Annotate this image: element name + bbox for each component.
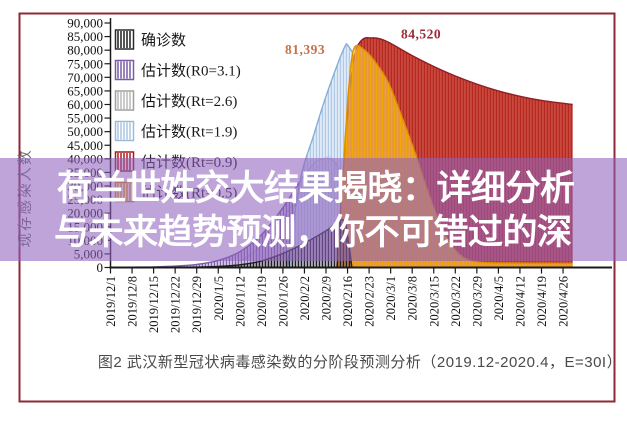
legend-item: 估计数(Rt=2.6) (114, 90, 237, 111)
peak-annotation: 81,393 (285, 42, 325, 57)
x-tick-label: 2020/1/19 (255, 276, 269, 327)
y-tick-label: 85,000 (67, 29, 103, 44)
peak-annotation: 84,520 (401, 27, 441, 42)
x-tick-label: 2020/4/26 (557, 276, 571, 327)
y-tick-label: 90,000 (67, 16, 103, 31)
overlay-headline-line2: 与未来趋势预测，你不可错过的深 (54, 213, 572, 252)
x-tick-label: 2020/4/5 (492, 276, 506, 320)
x-tick-label: 2020/2/2 (298, 276, 312, 320)
legend-item: 估计数(R0=3.1) (114, 59, 241, 81)
y-tick-label: 0 (97, 260, 104, 275)
y-tick-label: 60,000 (67, 97, 103, 112)
x-tick-label: 2020/3/8 (406, 276, 420, 320)
x-tick-label: 2019/12/29 (190, 276, 204, 333)
legend-label: 估计数(Rt=2.6) (141, 93, 237, 110)
x-tick-label: 2020/3/1 (384, 276, 398, 320)
x-tick-label: 2020/1/12 (233, 276, 247, 327)
x-tick-label: 2020/2/16 (341, 276, 355, 327)
legend-label: 确诊数 (141, 32, 186, 49)
legend-label: 估计数(R0=3.1) (141, 63, 241, 80)
y-tick-label: 50,000 (67, 124, 103, 139)
legend-label: 估计数(Rt=1.9) (141, 124, 237, 141)
x-tick-label: 2020/2/9 (320, 276, 334, 320)
legend-item: 确诊数 (114, 29, 186, 50)
x-tick-label: 2020/4/12 (513, 276, 527, 327)
x-tick-label: 2019/12/15 (147, 276, 161, 333)
x-tick-label: 2019/12/1 (104, 276, 118, 327)
x-tick-label: 2020/2/23 (363, 276, 377, 327)
figure-caption: 图2 武汉新型冠状病毒感染数的分阶段预测分析（2019.12-2020.4，E=… (97, 354, 623, 371)
overlay-headline-line1: 荷兰世姓交大结果揭晓：详细分析 (57, 169, 575, 208)
x-tick-label: 2019/12/8 (126, 276, 140, 327)
y-tick-label: 75,000 (67, 56, 103, 71)
y-tick-label: 55,000 (67, 111, 103, 126)
y-tick-label: 70,000 (67, 70, 103, 85)
x-tick-label: 2020/3/29 (470, 276, 484, 327)
x-tick-label: 2020/3/15 (427, 276, 441, 327)
x-tick-label: 2019/12/22 (169, 276, 183, 333)
area-edge-yellow (337, 44, 573, 268)
x-tick-label: 2020/3/22 (449, 276, 463, 327)
y-tick-label: 80,000 (67, 43, 103, 58)
legend-item: 估计数(Rt=1.9) (114, 120, 237, 142)
x-tick-label: 2020/1/26 (276, 276, 290, 327)
x-tick-label: 2020/1/5 (212, 276, 226, 320)
clickbait-overlay-banner[interactable]: 荷兰世姓交大结果揭晓：详细分析 与未来趋势预测，你不可错过的深 (0, 158, 627, 261)
y-tick-label: 45,000 (67, 138, 103, 153)
x-tick-label: 2020/4/19 (535, 276, 549, 327)
y-tick-label: 65,000 (67, 83, 103, 98)
